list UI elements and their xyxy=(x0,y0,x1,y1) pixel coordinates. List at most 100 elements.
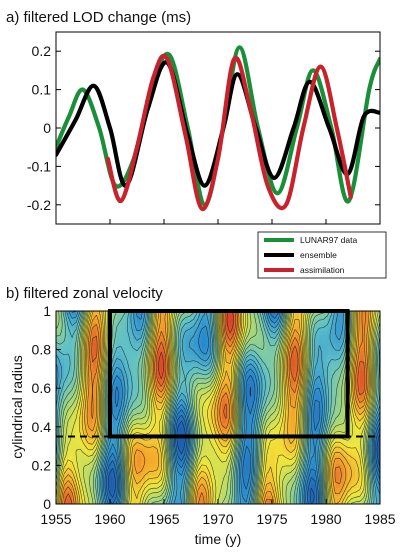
heatmap-cell xyxy=(311,415,316,421)
heatmap-cell xyxy=(238,479,243,485)
heatmap-cell xyxy=(226,455,231,461)
heatmap-cell xyxy=(88,395,94,401)
heatmap-cell xyxy=(270,359,276,364)
heatmap-cell xyxy=(137,431,142,437)
heatmap-cell xyxy=(331,379,337,384)
heatmap-cell xyxy=(355,455,361,461)
heatmap-cell xyxy=(258,319,264,324)
heatmap-cell xyxy=(64,403,69,409)
heatmap-cell xyxy=(56,335,61,340)
heatmap-cell xyxy=(335,431,341,437)
heatmap-cell xyxy=(375,459,380,465)
heatmap-cell xyxy=(315,491,320,497)
heatmap-cell xyxy=(145,439,150,445)
heatmap-cell xyxy=(286,467,292,473)
heatmap-cell xyxy=(290,487,296,493)
heatmap-cell xyxy=(137,415,142,421)
heatmap-cell xyxy=(72,331,77,336)
heatmap-cell xyxy=(294,419,300,425)
heatmap-cell xyxy=(242,315,247,320)
heatmap-cell xyxy=(197,439,203,445)
heatmap-cell xyxy=(132,439,138,445)
panel-a-plot: -0.2-0.100.10.2 xyxy=(27,31,381,225)
heatmap-cell xyxy=(323,467,328,473)
heatmap-cell xyxy=(68,347,73,352)
heatmap-cell xyxy=(250,479,256,485)
heatmap-cell xyxy=(149,479,154,485)
heatmap-cell xyxy=(303,455,308,461)
heatmap-cell xyxy=(299,491,304,497)
heatmap-cell xyxy=(311,479,316,485)
heatmap-cell xyxy=(242,363,247,368)
heatmap-cell xyxy=(161,343,166,348)
heatmap-cell xyxy=(213,475,219,481)
heatmap-cell xyxy=(193,419,199,425)
heatmap-cell xyxy=(226,451,231,457)
heatmap-cell xyxy=(367,471,373,477)
heatmap-cell xyxy=(213,487,219,493)
heatmap-cell xyxy=(359,439,365,445)
heatmap-cell xyxy=(157,411,162,417)
heatmap-cell xyxy=(68,439,73,445)
heatmap-cell xyxy=(193,347,199,352)
heatmap-cell xyxy=(347,327,353,332)
heatmap-cell xyxy=(375,499,380,504)
heatmap-cell xyxy=(76,455,81,461)
heatmap-cell xyxy=(157,343,162,348)
heatmap-cell xyxy=(112,499,118,504)
heatmap-cell xyxy=(335,399,341,405)
heatmap-cell xyxy=(193,395,199,401)
heatmap-cell xyxy=(238,459,243,465)
heatmap-cell xyxy=(351,479,357,485)
heatmap-cell xyxy=(84,427,89,433)
heatmap-cell xyxy=(104,383,110,388)
heatmap-cell xyxy=(137,335,142,340)
heatmap-cell xyxy=(286,439,292,445)
heatmap-cell xyxy=(294,395,300,401)
heatmap-cell xyxy=(311,367,316,372)
heatmap-cell xyxy=(270,395,276,401)
heatmap-cell xyxy=(270,355,276,360)
heatmap-cell xyxy=(323,383,328,388)
heatmap-cell xyxy=(290,439,296,445)
heatmap-cell xyxy=(116,323,122,328)
heatmap-cell xyxy=(351,463,357,469)
heatmap-cell xyxy=(367,487,373,493)
heatmap-cell xyxy=(258,427,264,433)
series-lunar97-line xyxy=(56,45,380,207)
heatmap-cell xyxy=(254,343,260,348)
heatmap-cell xyxy=(311,423,316,429)
heatmap-cell xyxy=(363,375,369,380)
heatmap-cell xyxy=(319,451,324,457)
heatmap-cell xyxy=(68,363,73,368)
heatmap-cell xyxy=(189,399,195,405)
heatmap-cell xyxy=(137,443,142,449)
heatmap-cell xyxy=(84,495,89,501)
heatmap-cell xyxy=(193,471,199,477)
heatmap-cell xyxy=(189,351,195,356)
heatmap-cell xyxy=(367,415,373,421)
heatmap-cell xyxy=(145,391,150,397)
heatmap-cell xyxy=(242,403,247,409)
heatmap-cell xyxy=(149,359,154,364)
heatmap-cell xyxy=(213,471,219,477)
heatmap-cell xyxy=(351,431,357,437)
heatmap-cell xyxy=(226,395,231,401)
heatmap-cell xyxy=(347,467,353,473)
heatmap-cell xyxy=(226,491,231,497)
heatmap-cell xyxy=(157,351,162,356)
heatmap-cell xyxy=(64,499,69,504)
heatmap-cell xyxy=(367,451,373,457)
heatmap-cell xyxy=(246,319,251,324)
heatmap-cell xyxy=(363,359,369,364)
heatmap-cell xyxy=(258,487,264,493)
heatmap-cell xyxy=(157,459,162,465)
heatmap-cell xyxy=(165,455,170,461)
heatmap-cell xyxy=(331,311,337,316)
heatmap-cell xyxy=(173,371,179,376)
heatmap-cell xyxy=(72,471,77,477)
heatmap-cell xyxy=(299,391,304,397)
heatmap-cell xyxy=(197,335,203,340)
heatmap-cell xyxy=(363,391,369,397)
heatmap-cell xyxy=(286,351,292,356)
